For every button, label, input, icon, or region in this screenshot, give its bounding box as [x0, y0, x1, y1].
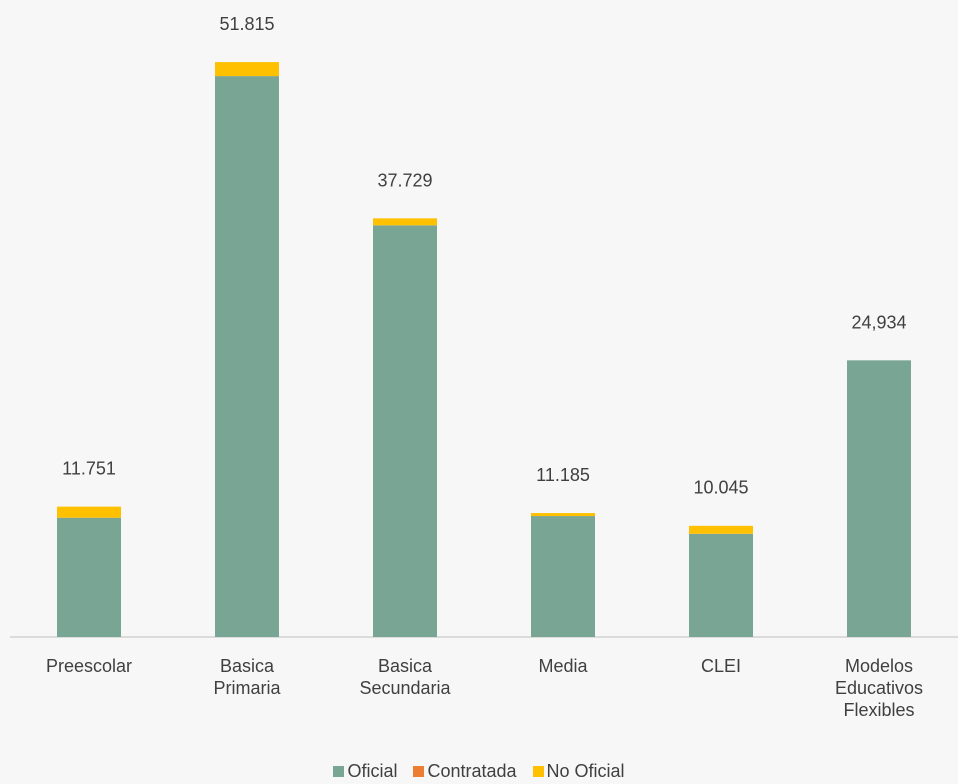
total-label: 37.729 [377, 170, 432, 190]
bar-segment [215, 76, 279, 638]
bar-segment [847, 360, 911, 637]
legend-item: Oficial [333, 761, 397, 782]
x-tick-label: CLEI [700, 656, 742, 676]
total-label: 10.045 [693, 478, 748, 498]
total-label: 11.751 [62, 459, 116, 479]
legend-label: Oficial [347, 761, 398, 781]
x-tick-label: Basica Secundaria [359, 656, 451, 698]
total-label: 51.815 [219, 14, 274, 34]
bar-segment [531, 513, 595, 517]
total-label: 11.185 [536, 465, 590, 485]
bar-segment [689, 533, 753, 637]
legend: Oficial Contratada No Oficial [0, 761, 958, 782]
x-tick-label: Preescolar [45, 656, 133, 676]
legend-label: No Oficial [546, 761, 625, 781]
x-tick-label: Media [538, 656, 588, 676]
legend-item: No Oficial [532, 761, 625, 782]
legend-item: Contratada [413, 761, 517, 782]
x-tick-label: Basica Primaria [213, 656, 281, 698]
bar-segment [215, 62, 279, 77]
bar-segment [689, 525, 753, 534]
x-tick-label: Modelos Educativos Flexibles [834, 656, 924, 720]
legend-swatch [333, 766, 345, 777]
total-label: 24,934 [851, 312, 906, 332]
bar-segment [57, 506, 121, 518]
bar-segment [57, 517, 121, 637]
legend-swatch [532, 766, 544, 777]
bar-segment [531, 516, 595, 637]
bar-segment [373, 218, 437, 226]
legend-swatch [413, 766, 425, 777]
legend-label: Contratada [427, 761, 517, 781]
bar-segment [373, 225, 437, 637]
